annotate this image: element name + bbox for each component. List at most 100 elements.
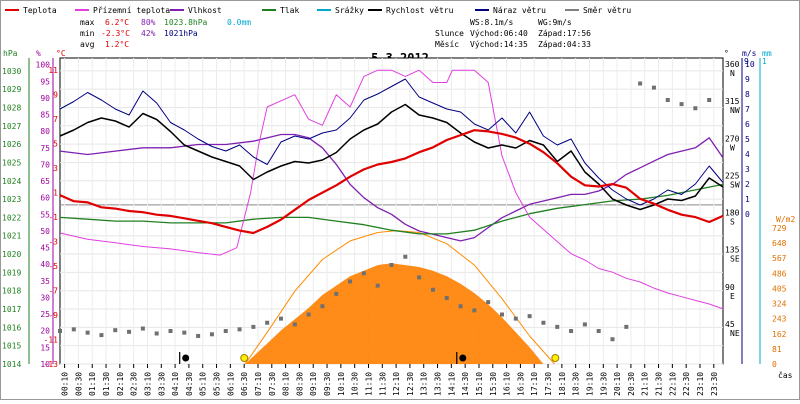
sun-marker-icon [240,354,249,362]
x-tick-label: 07:30 [268,372,277,396]
wind-direction-point [569,329,574,333]
x-tick-label: 14:10 [447,372,456,396]
humidity-tick: 20 [40,327,50,336]
wind-direction-point [251,324,256,329]
wind-direction-point [154,331,159,336]
hpa-tick: 1022 [2,213,21,222]
temperature-line [59,129,724,235]
series-layer [58,69,724,365]
x-tick-label: 21:10 [641,372,650,396]
x-tick-label: 10:30 [351,372,360,396]
stat-max-temp: 6.2°C [105,18,129,27]
moon-marker-icon [182,354,190,362]
temperature-tick: -13 [44,360,59,369]
x-tick-label: 02:10 [116,372,125,396]
x-tick-label: 04:10 [171,372,180,396]
ms-max-label: 9 [744,57,749,66]
stat-max-press: 1023.8hPa [164,18,208,27]
hpa-tick: 1015 [2,342,21,351]
x-tick-label: 17:30 [544,372,553,396]
hpa-tick: 1025 [2,158,21,167]
x-tick-label: 09:10 [309,372,318,396]
temperature-tick: 5 [53,140,58,149]
wind-direction-point [582,322,587,327]
wind-direction-point [624,324,629,329]
stat-wind-ws: WS:8.1m/s [470,18,514,27]
unit-humidity: % [36,49,41,58]
wind-speed-tick: 9 [745,75,750,84]
legend-label-7: Směr větru [583,6,631,15]
wind-speed-tick: 3 [745,165,750,174]
wind-direction-point [113,328,118,333]
radiation-tick: 486 [772,269,787,278]
unit-mm: mm [762,49,772,58]
right-axes: 360N315NW270W225SW180S135SE90E45NE109876… [725,58,787,369]
humidity-tick: 60 [40,194,50,203]
temperature-tick: 1 [53,189,58,198]
radiation-tick: 81 [772,345,782,354]
wind-speed-tick: 7 [745,105,750,114]
humidity-tick: 100 [36,61,51,70]
mm-max-label: 1 [762,57,767,66]
wind-speed-tick: 4 [745,150,750,159]
hpa-tick: 1026 [2,140,21,149]
direction-tick: 90 [725,283,735,292]
humidity-tick: 90 [40,94,50,103]
wind-direction-point [430,287,435,292]
humidity-tick: 95 [40,77,50,86]
unit-direction: ° [724,49,729,58]
stat-min-press: 1021hPa [164,29,198,38]
hpa-tick: 1028 [2,103,21,112]
wind-direction-point [472,308,477,313]
hpa-tick: 1030 [2,67,21,76]
temperature-tick: -11 [44,336,59,345]
legend-label-1: Přízemní teplota [93,6,170,15]
x-tick-label: 05:30 [213,372,222,396]
legend-label-4: Srážky [335,6,364,15]
radiation-tick: 243 [772,315,787,324]
wind-direction-point [679,102,684,107]
direction-name: SW [730,180,740,189]
unit-wm2: W/m2 [776,215,795,224]
unit-hpa: hPa [3,49,18,58]
x-tick-label: 22:30 [682,372,691,396]
hpa-tick: 1019 [2,268,21,277]
x-tick-label: 18:30 [572,372,581,396]
wind-direction-point [182,330,187,335]
x-axis-label: čas [778,370,793,380]
wind-speed-line [59,103,724,211]
wind-direction-point [348,279,353,284]
wind-speed-tick: 0 [745,210,750,219]
hpa-tick: 1021 [2,232,21,241]
direction-tick: 360 [725,60,740,69]
x-tick-label: 03:10 [143,372,152,396]
wind-speed-tick: 2 [745,180,750,189]
stat-min-label: min [80,29,95,38]
wind-speed-tick: 8 [745,90,750,99]
stat-moon-rise: Východ:14:35 [470,40,528,49]
x-tick-label: 08:30 [295,372,304,396]
x-tick-label: 22:10 [668,372,677,396]
stat-min-temp: -2.3°C [101,29,130,38]
direction-name: S [730,218,735,227]
radiation-tick: 324 [772,300,787,309]
wind-speed-tick: 10 [745,60,755,69]
x-tick-label: 19:10 [585,372,594,396]
wind-direction-point [486,300,491,305]
radiation-tick: 648 [772,239,787,248]
wind-direction-point [140,326,145,331]
stat-sun-rise: Východ:06:40 [470,29,528,38]
wind-speed-tick: 6 [745,120,750,129]
hpa-tick: 1024 [2,177,21,186]
x-axis: 00:10 00:30 01:10 01:30 02:10 02:30 03:10 03:30… [61,364,719,396]
direction-tick: 315 [725,97,740,106]
hpa-tick: 1029 [2,85,21,94]
wind-direction-point [500,312,504,317]
wind-direction-point [596,329,601,333]
wind-speed-tick: 1 [745,195,750,204]
hpa-tick: 1020 [2,250,21,259]
x-tick-label: 06:10 [226,372,235,396]
stat-max-rain: 0.0mm [227,18,251,27]
direction-tick: 225 [725,171,740,180]
wind-direction-point [292,322,297,327]
